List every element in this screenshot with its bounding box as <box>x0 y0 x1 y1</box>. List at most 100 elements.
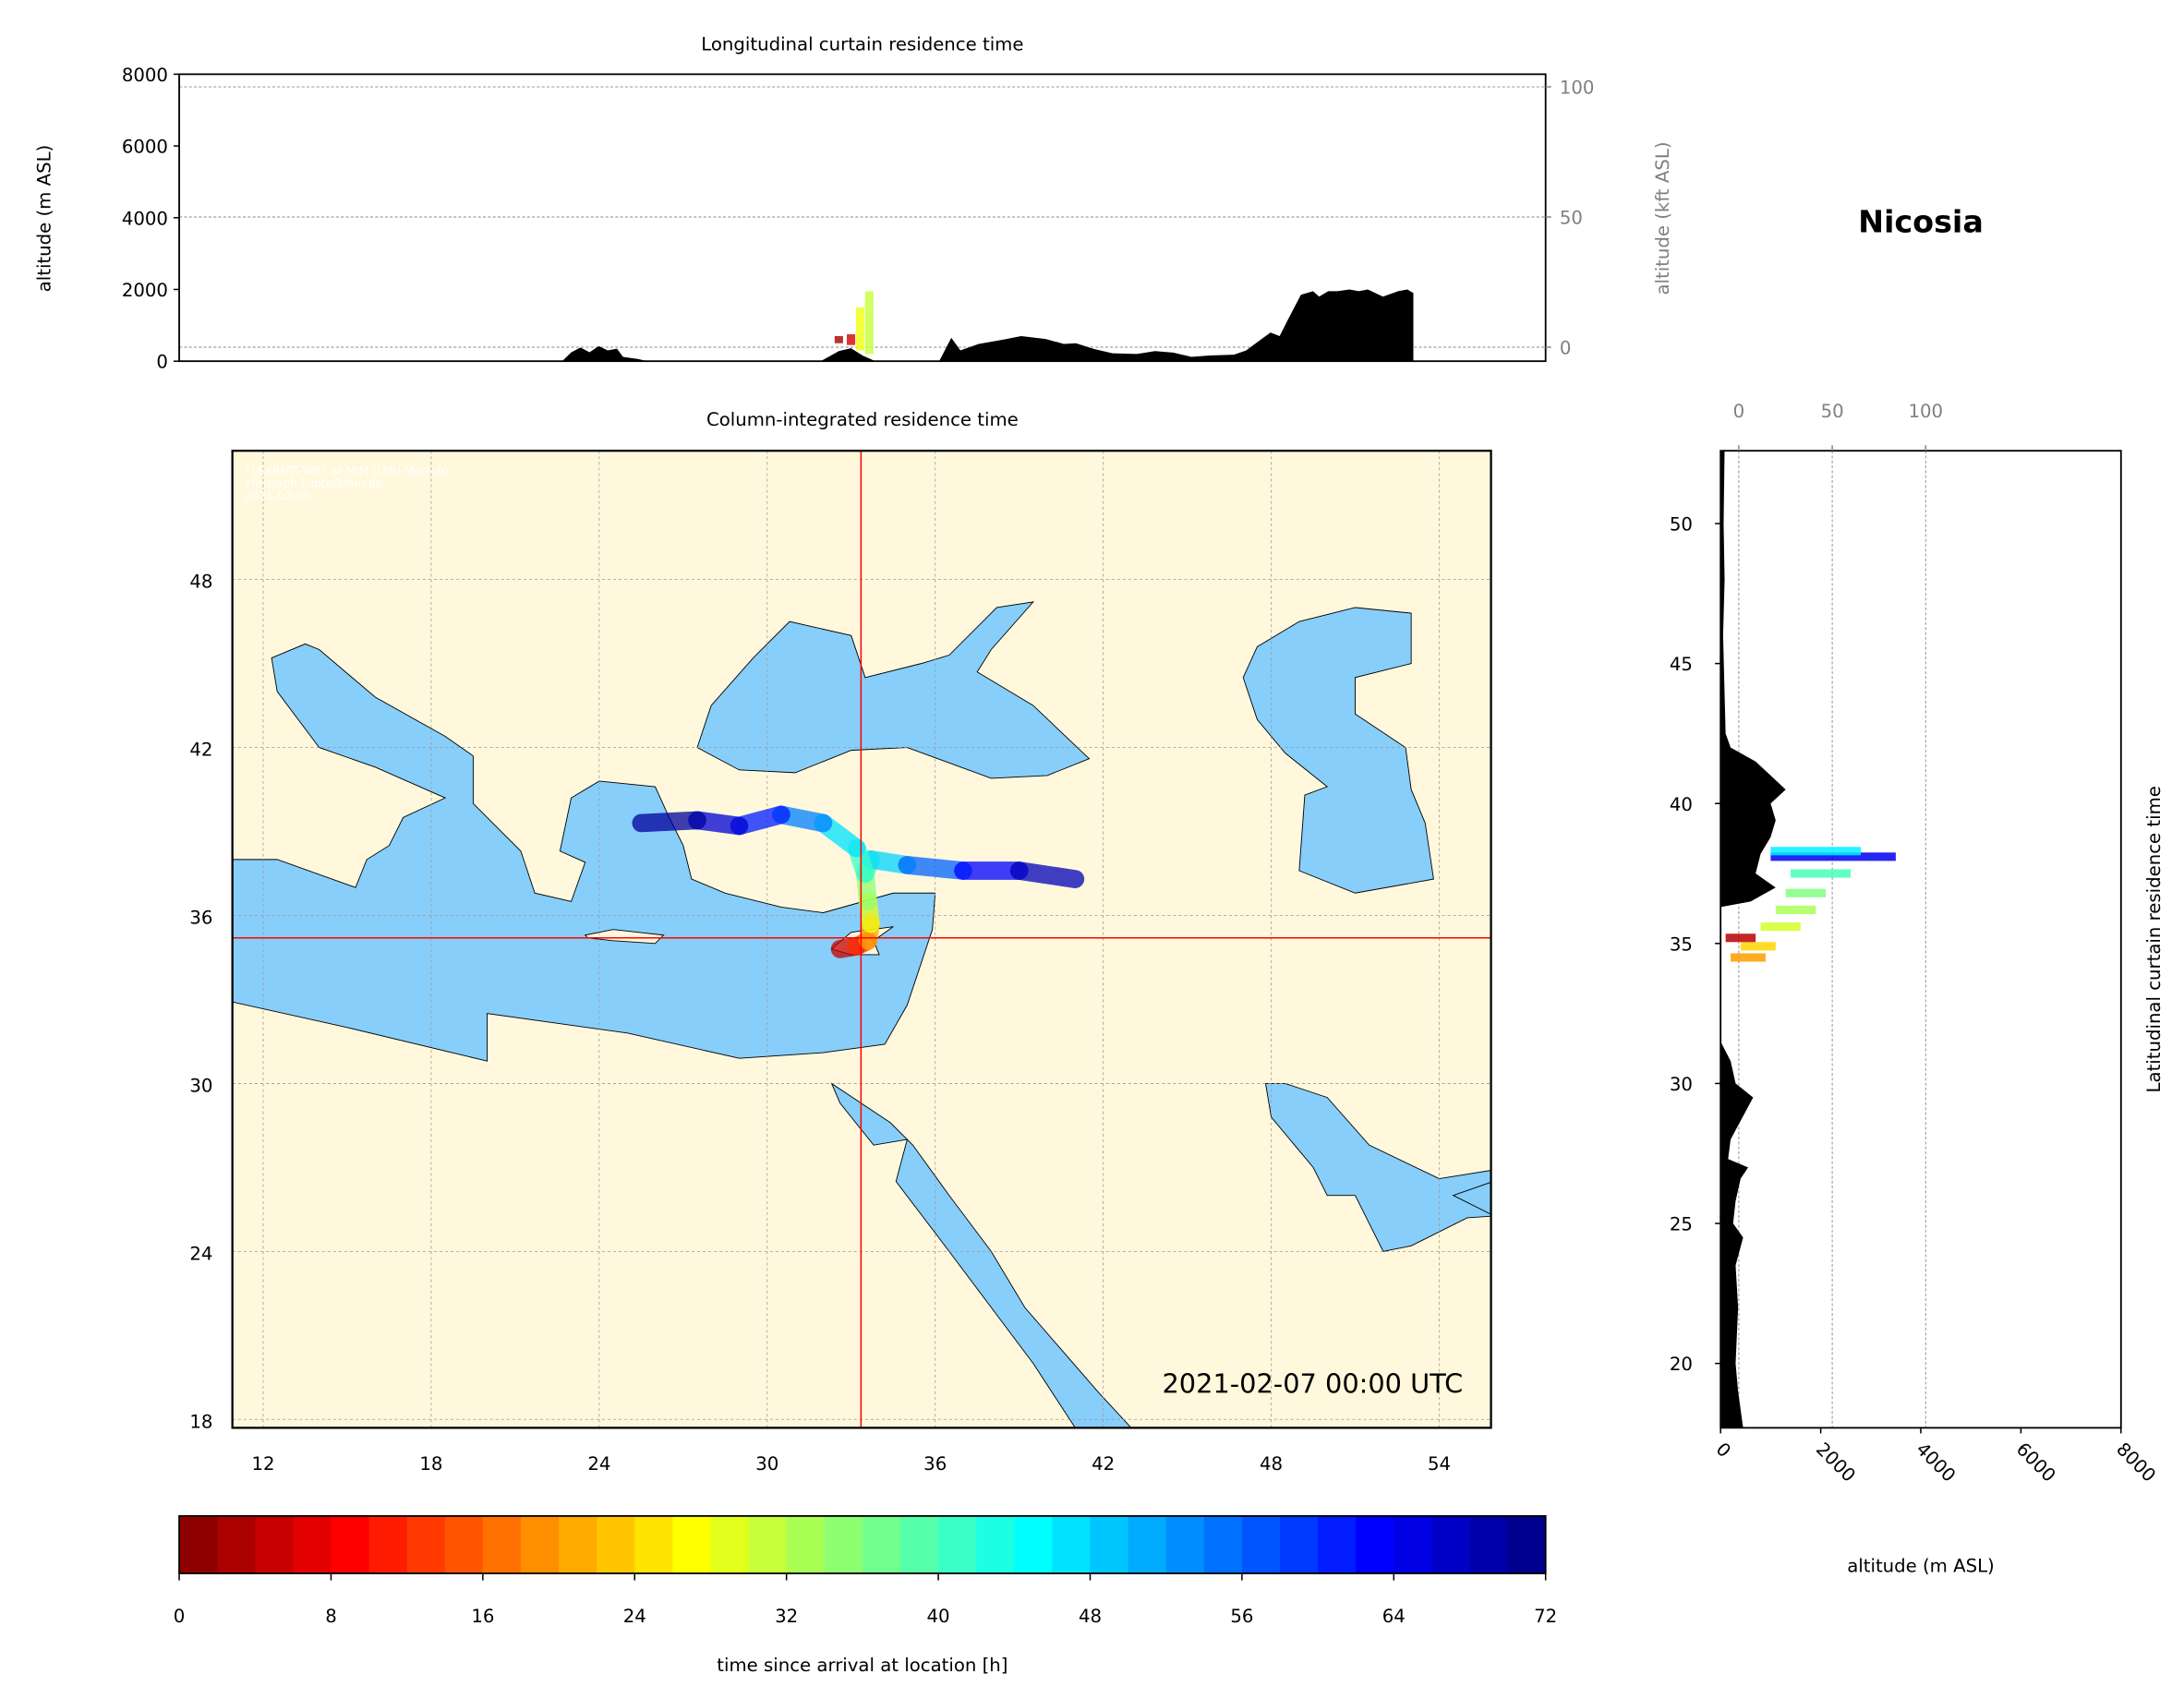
plume-segment <box>632 811 706 833</box>
y-tick-label: 2000 <box>122 280 168 301</box>
gulf-of-oman <box>1452 1181 1491 1215</box>
colorbar-tick-label: 64 <box>1382 1606 1406 1627</box>
colorbar-swatch <box>786 1515 826 1574</box>
x-tick-label: 0 <box>1712 1439 1735 1462</box>
terrain-group <box>1720 451 1896 1428</box>
lat-tick-label: 45 <box>1670 654 1693 675</box>
terrain-profile <box>179 289 1414 362</box>
black-sea <box>696 601 1091 779</box>
lon-curtain-ylabel: altitude (m ASL) <box>34 145 55 293</box>
colorbar-tick-label: 8 <box>325 1606 337 1627</box>
lon-curtain-title: Longitudinal curtain residence time <box>701 34 1023 55</box>
colorbar-swatch <box>976 1515 1016 1574</box>
plume-band <box>1785 888 1827 897</box>
map-frame <box>231 450 1492 1429</box>
lat-tick-label: 24 <box>189 1243 212 1264</box>
x-top-tick-label: 50 <box>1821 401 1844 422</box>
colorbar-swatch <box>899 1515 939 1574</box>
colorbar-tick-label: 16 <box>471 1606 494 1627</box>
colorbar-swatch <box>1469 1515 1509 1574</box>
plume-column <box>855 307 864 351</box>
plume-band <box>1725 933 1756 943</box>
colorbar-swatch <box>217 1515 257 1574</box>
y-tick-label: 4000 <box>122 208 168 229</box>
colorbar-swatch <box>179 1515 218 1574</box>
colorbar-swatch <box>482 1515 522 1574</box>
plume-segment <box>1009 861 1085 888</box>
map-title: Column-integrated residence time <box>706 409 1019 430</box>
colorbar-swatch <box>1431 1515 1471 1574</box>
lat-tick-label: 30 <box>189 1076 212 1097</box>
lat-tick-label: 30 <box>1670 1074 1693 1095</box>
y-right-tick-label: 50 <box>1560 208 1583 229</box>
x-tick-label: 4000 <box>1912 1439 1960 1487</box>
colorbar-tick-label: 24 <box>623 1606 646 1627</box>
lon-tick-label: 54 <box>1428 1453 1451 1475</box>
lon-tick-label: 42 <box>1092 1453 1115 1475</box>
colorbar-swatch <box>1318 1515 1357 1574</box>
lat-tick-label: 48 <box>189 572 212 593</box>
lon-tick-label: 48 <box>1260 1453 1283 1475</box>
colorbar-swatch <box>1279 1515 1319 1574</box>
y-right-tick-label: 0 <box>1560 338 1572 359</box>
colorbar-tick-label: 56 <box>1230 1606 1253 1627</box>
y-tick-label: 0 <box>156 352 168 373</box>
colorbar-swatch <box>938 1515 977 1574</box>
lon-tick-label: 12 <box>251 1453 274 1475</box>
lat-tick-label: 40 <box>1670 794 1693 815</box>
longitudinal-curtain-plot: 0 2000 4000 6000 8000 0 50 100 <box>122 65 1595 373</box>
x-top-tick-label: 100 <box>1909 401 1944 422</box>
lon-tick-label: 30 <box>755 1453 778 1475</box>
colorbar-swatch <box>1241 1515 1281 1574</box>
colorbar-swatch <box>862 1515 901 1574</box>
colorbar-tick-label: 72 <box>1534 1606 1557 1627</box>
lat-tick-label: 50 <box>1670 514 1693 536</box>
lat-tick-label: 36 <box>189 908 212 929</box>
plume-segment <box>898 856 972 880</box>
lon-tick-label: 18 <box>419 1453 442 1475</box>
colorbar-tick-label: 40 <box>927 1606 950 1627</box>
lon-curtain-ylabel-right: altitude (kft ASL) <box>1652 142 1673 295</box>
lat-curtain-xlabel: altitude (m ASL) <box>1847 1556 1995 1577</box>
colorbar-swatch <box>1394 1515 1433 1574</box>
map-axes: 12 18 24 30 36 42 48 54 18 24 30 36 42 48 <box>189 450 1492 1475</box>
colorbar-swatch <box>255 1515 295 1574</box>
y-right-tick-label: 100 <box>1560 78 1595 99</box>
colorbar-swatch <box>444 1515 484 1574</box>
x-tick-label: 8000 <box>2112 1439 2160 1487</box>
colorbar-swatch <box>520 1515 560 1574</box>
colorbar-swatch <box>1014 1515 1054 1574</box>
x-tick-label: 6000 <box>2012 1439 2060 1487</box>
attribution-line-2: christoph.knote@lmu.de <box>245 477 382 490</box>
plot-background <box>1720 451 2121 1428</box>
residence-time-map <box>232 451 1491 1428</box>
colorbar-tick-label: 48 <box>1079 1606 1102 1627</box>
colorbar-swatch <box>293 1515 332 1574</box>
plume-column <box>846 334 856 345</box>
lat-tick-label: 25 <box>1670 1214 1693 1235</box>
x-top-tick-label: 0 <box>1733 401 1745 422</box>
colorbar-swatch <box>1203 1515 1243 1574</box>
colorbar-swatch <box>710 1515 750 1574</box>
red-sea <box>830 1082 1132 1428</box>
colorbar-swatch <box>406 1515 446 1574</box>
colorbar-swatch <box>1507 1515 1547 1574</box>
plume-band <box>1740 942 1776 951</box>
colorbar-swatch <box>672 1515 712 1574</box>
colorbar-swatch <box>634 1515 674 1574</box>
terrain-profile <box>1720 451 1786 1428</box>
caspian-sea <box>1242 607 1434 894</box>
plume-band <box>1760 922 1801 932</box>
colorbar-tick-label: 0 <box>174 1606 186 1627</box>
colorbar-swatch <box>1165 1515 1205 1574</box>
station-name: Nicosia <box>1858 204 1984 240</box>
y-tick-label: 8000 <box>122 65 168 86</box>
colorbar-label: time since arrival at location [h] <box>717 1655 1008 1676</box>
y-tick-label: 6000 <box>122 137 168 158</box>
colorbar: 0 8 16 24 32 40 48 56 64 72 <box>174 1514 1557 1627</box>
colorbar-swatch <box>1052 1515 1092 1574</box>
colorbar-tick-label: 32 <box>775 1606 798 1627</box>
plume-band <box>1791 869 1852 878</box>
lat-curtain-title: Latitudinal curtain residence time <box>2143 786 2165 1092</box>
